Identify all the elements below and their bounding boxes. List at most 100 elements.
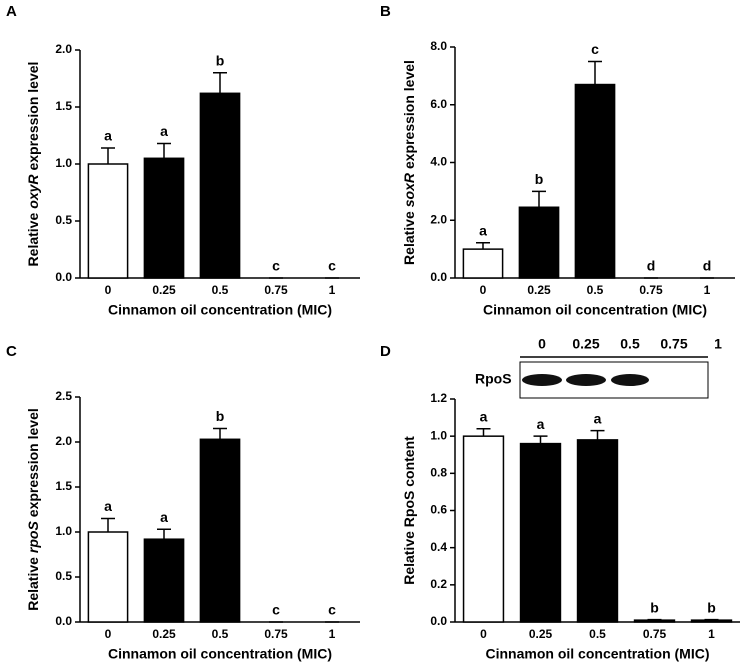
x-tick-label: 1 [704,283,711,297]
blot-band [611,374,649,386]
bar [574,83,616,279]
error-bar [157,142,171,159]
x-tick-label: 0.25 [152,627,176,641]
blot-label: RpoS [475,371,512,387]
significance-letter: a [104,498,112,514]
error-bar [476,242,490,250]
panel-label: D [380,343,391,360]
bar [199,438,241,623]
x-tick-label: 1 [708,627,715,641]
panel-label: B [380,3,391,20]
y-tick-label: 1.0 [55,156,72,170]
y-tick-label: 8.0 [430,39,447,53]
bar [462,435,505,623]
x-tick-label: 0.5 [587,283,604,297]
y-axis-title: Relative RpoS content [401,436,417,585]
y-axis-title-part: expression level [25,408,41,517]
y-tick-label: 4.0 [430,155,447,169]
y-tick-label: 2.0 [430,212,447,226]
significance-letter: a [104,128,112,144]
blot-band [566,374,606,386]
significance-letter: b [707,599,716,615]
bar [633,619,676,623]
bar [576,439,619,623]
y-tick-label: 0.6 [430,503,447,517]
y-tick-label: 1.0 [430,428,447,442]
blot-lane-label: 0 [538,336,546,352]
significance-letter: a [160,123,168,139]
significance-letter: c [328,602,336,618]
x-tick-label: 0.25 [529,627,553,641]
panel-label: C [6,343,17,360]
y-tick-label: 0.0 [430,270,447,284]
x-tick-label: 0.5 [589,627,606,641]
blot-lane-label: 1 [714,336,722,352]
x-tick-label: 0.75 [643,627,667,641]
y-tick-label: 2.5 [55,389,72,403]
blot-lane-label: 0.75 [660,336,687,352]
y-tick-label: 0.5 [55,569,72,583]
bar [143,157,185,279]
x-tick-label: 0.75 [639,283,663,297]
y-axis-title-part: soxR [401,172,417,207]
significance-letter: a [537,416,545,432]
x-axis-title: Cinnamon oil concentration (MIC) [108,302,332,318]
y-axis-title-part: Relative [25,557,41,611]
error-bar [588,60,602,85]
x-tick-label: 1 [329,627,336,641]
y-tick-label: 1.5 [55,99,72,113]
significance-letter: a [594,410,602,426]
blot-lane-label: 0.25 [572,336,599,352]
blot-lane-label: 0.5 [620,336,640,352]
error-bar [647,618,662,621]
y-tick-label: 1.0 [55,524,72,538]
bar [87,163,129,279]
y-tick-label: 0.0 [55,614,72,628]
x-axis-title: Cinnamon oil concentration (MIC) [486,646,710,662]
y-tick-label: 0.5 [55,213,72,227]
error-bar [532,190,546,208]
x-tick-label: 0 [480,627,487,641]
significance-letter: c [272,602,280,618]
significance-letter: c [272,258,280,274]
significance-letter: b [216,53,225,69]
y-tick-label: 0.4 [430,540,447,554]
bar [519,442,562,623]
x-tick-label: 0.25 [527,283,551,297]
x-axis-title: Cinnamon oil concentration (MIC) [108,646,332,662]
y-tick-label: 1.2 [430,391,447,405]
y-tick-label: 0.8 [430,466,447,480]
error-bar [157,528,171,540]
y-axis-title: Relative oxyR expression level [25,62,41,267]
y-tick-label: 2.0 [55,434,72,448]
y-tick-label: 0.2 [430,577,447,591]
error-bar [213,427,227,440]
y-tick-label: 0.0 [55,270,72,284]
x-tick-label: 0.5 [212,627,229,641]
error-bar [101,147,115,164]
bar [462,248,504,279]
error-bar [101,517,115,532]
error-bar [213,72,227,94]
y-tick-label: 1.5 [55,479,72,493]
significance-letter: a [479,222,487,238]
significance-letter: b [650,599,659,615]
significance-letter: d [703,258,712,274]
y-axis-title-part: expression level [25,62,41,171]
x-tick-label: 0.75 [264,283,288,297]
error-bar [704,618,719,621]
y-axis-title-part: rpoS [25,521,41,554]
error-bar [533,435,548,444]
bar [518,206,560,279]
panel-label: A [6,3,17,20]
x-tick-label: 0 [480,283,487,297]
y-axis-title-part: oxyR [25,174,41,209]
blot-band [522,374,562,386]
x-axis-title: Cinnamon oil concentration (MIC) [483,302,707,318]
significance-letter: c [328,258,336,274]
x-tick-label: 0.75 [264,627,288,641]
error-bar [590,429,605,440]
western-blot [519,356,709,399]
bar [143,538,185,623]
